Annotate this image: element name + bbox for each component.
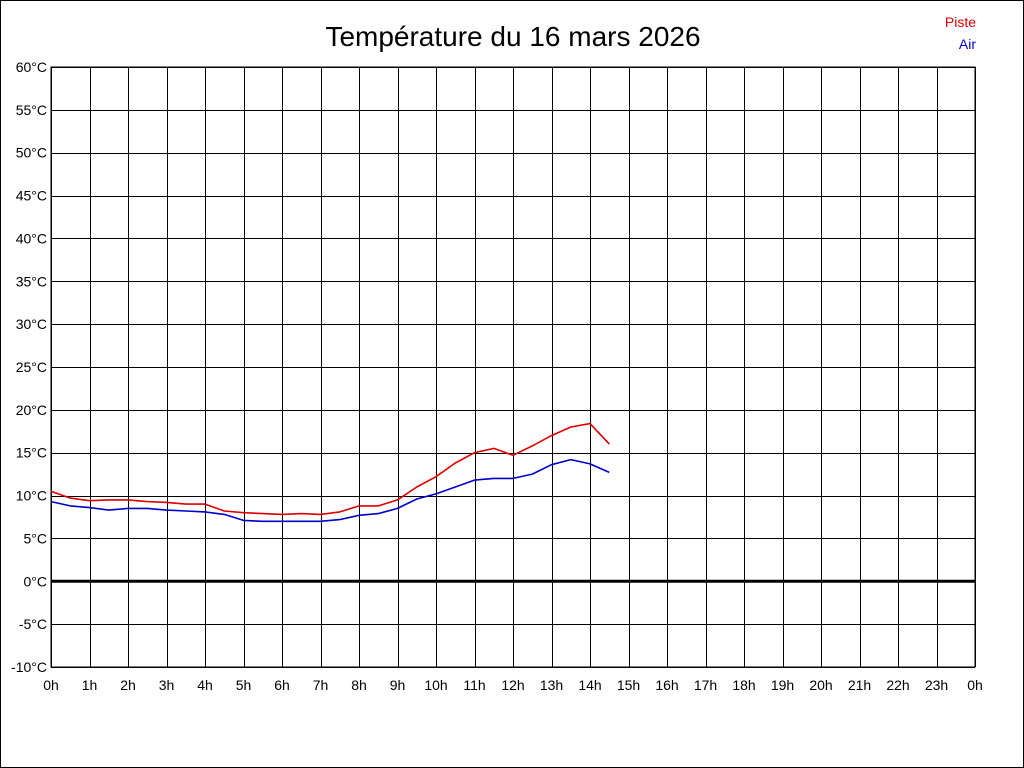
legend: Piste Air: [945, 14, 976, 52]
x-tick-label: 0h: [43, 677, 59, 693]
series-lines: [50, 422, 610, 523]
y-tick-label: -5°C: [19, 616, 47, 632]
x-tick-label: 20h: [809, 677, 832, 693]
legend-entry-piste: Piste: [945, 14, 976, 30]
y-tick-label: 45°C: [16, 188, 47, 204]
x-tick-label: 19h: [771, 677, 794, 693]
x-tick-label: 9h: [390, 677, 406, 693]
x-tick-label: 17h: [694, 677, 717, 693]
x-tick-label: 15h: [617, 677, 640, 693]
x-tick-label: 7h: [313, 677, 329, 693]
x-tick-label: 0h: [967, 677, 983, 693]
y-tick-label: 55°C: [16, 102, 47, 118]
x-tick-label: 1h: [82, 677, 98, 693]
x-tick-label: 3h: [159, 677, 175, 693]
grid: [50, 66, 976, 668]
x-tick-label: 14h: [578, 677, 601, 693]
x-tick-label: 18h: [732, 677, 755, 693]
y-tick-label: 5°C: [24, 530, 48, 546]
x-tick-label: 8h: [351, 677, 367, 693]
y-tick-label: -10°C: [11, 659, 47, 675]
x-tick-label: 23h: [925, 677, 948, 693]
chart-title: Température du 16 mars 2026: [325, 21, 700, 52]
y-tick-label: 60°C: [16, 59, 47, 75]
legend-entry-air: Air: [959, 36, 976, 52]
x-tick-label: 11h: [463, 677, 485, 693]
y-tick-label: 50°C: [16, 145, 47, 161]
y-tick-label: 15°C: [16, 445, 47, 461]
x-tick-label: 13h: [540, 677, 563, 693]
x-tick-label: 16h: [655, 677, 678, 693]
y-tick-label: 0°C: [24, 573, 48, 589]
x-tick-label: 12h: [501, 677, 524, 693]
x-tick-label: 6h: [274, 677, 290, 693]
series-line-piste: [50, 422, 610, 516]
x-tick-label: 4h: [197, 677, 213, 693]
x-tick-label: 22h: [886, 677, 909, 693]
y-tick-label: 30°C: [16, 316, 47, 332]
y-tick-label: 40°C: [16, 230, 47, 246]
y-tick-label: 20°C: [16, 402, 47, 418]
y-tick-label: 25°C: [16, 359, 47, 375]
x-tick-label: 10h: [424, 677, 447, 693]
x-axis-ticks: 0h 1h 2h 3h 4h 5h 6h 7h 8h 9h 10h 11h 12h 13h 14h 15h 16…: [43, 677, 983, 693]
x-tick-label: 2h: [120, 677, 136, 693]
x-tick-label: 5h: [236, 677, 252, 693]
y-axis-ticks: 60°C 55°C 50°C 45°C 40°C 35°C 30°C 25°C 20°C 15°C…: [11, 59, 47, 675]
series-line-air: [50, 458, 610, 523]
x-tick-label: 21h: [848, 677, 871, 693]
y-tick-label: 10°C: [16, 488, 47, 504]
y-tick-label: 35°C: [16, 273, 47, 289]
